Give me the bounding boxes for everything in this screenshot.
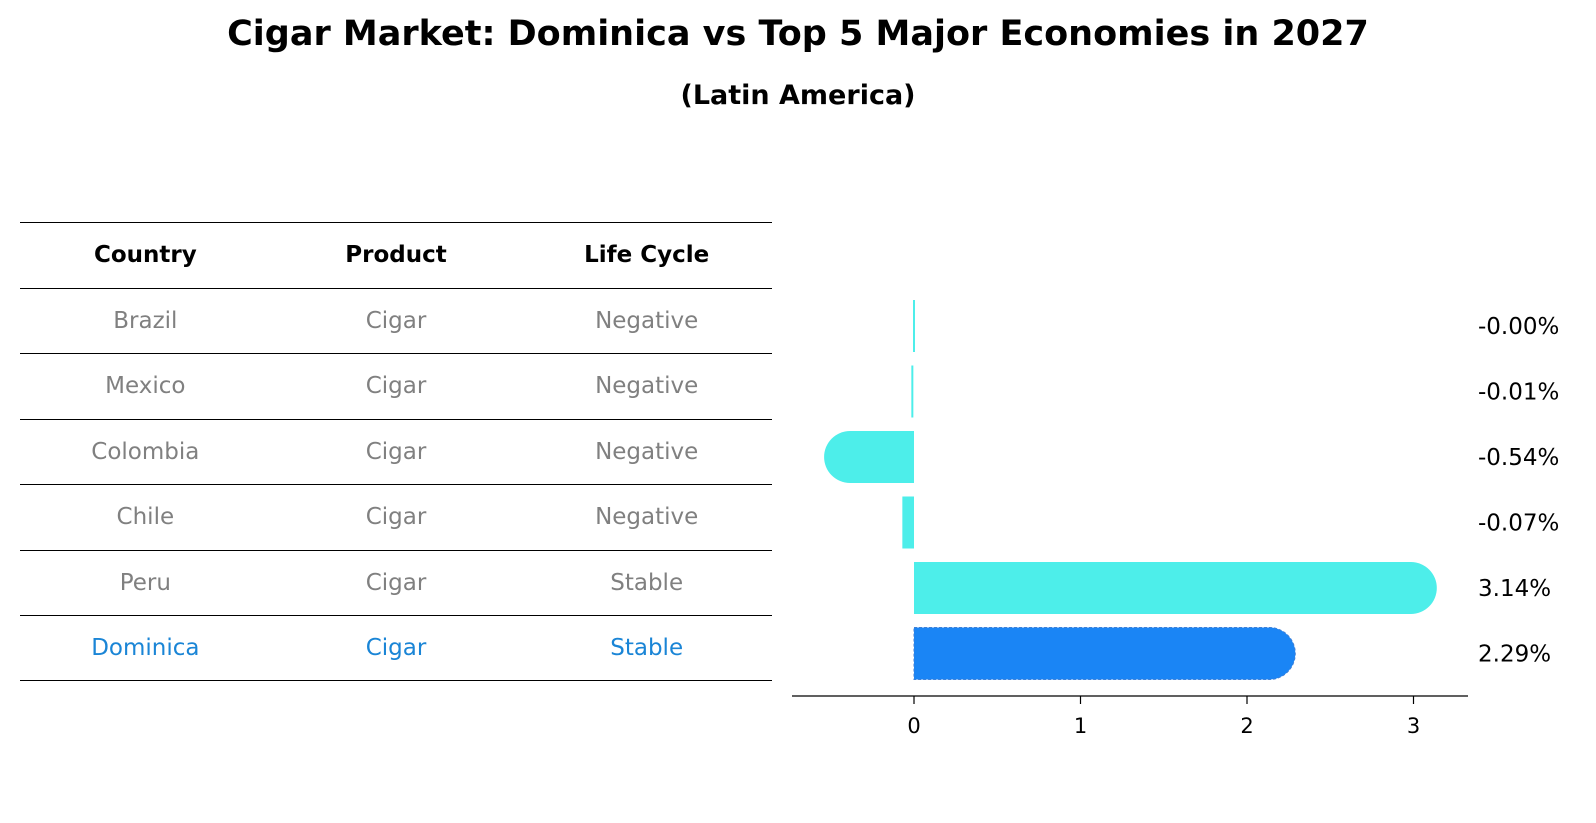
table-row: Mexico Cigar Negative	[20, 353, 772, 419]
cell-country: Peru	[119, 569, 171, 596]
cell-life-cycle: Stable	[610, 634, 684, 661]
cell-product: Cigar	[365, 438, 427, 465]
table-row: Peru Cigar Stable	[20, 549, 772, 616]
cell-country: Mexico	[105, 373, 186, 400]
cell-life-cycle: Negative	[595, 504, 699, 531]
bar-mexico	[911, 365, 914, 418]
table-row: Colombia Cigar Negative	[20, 418, 772, 485]
cell-life-cycle: Negative	[595, 373, 699, 400]
table-row: Brazil Cigar Negative	[20, 287, 772, 354]
table-header-row: Country Product Life Cycle	[20, 222, 772, 288]
table-row: Chile Cigar Negative	[20, 484, 772, 550]
cell-life-cycle: Stable	[610, 569, 684, 596]
x-tick-label: 2	[1240, 714, 1253, 738]
cell-life-cycle: Negative	[595, 307, 699, 334]
cell-product: Cigar	[365, 634, 427, 661]
value-label: -0.01%	[1478, 380, 1559, 406]
cell-country: Colombia	[91, 438, 200, 465]
x-tick-label: 1	[1074, 714, 1087, 738]
cell-country: Dominica	[91, 634, 200, 661]
bar-brazil	[913, 300, 915, 352]
bar-dominica	[913, 627, 1296, 680]
cell-product: Cigar	[365, 373, 427, 400]
cell-country: Chile	[116, 504, 175, 531]
cell-product: Cigar	[365, 307, 427, 334]
cell-life-cycle: Negative	[595, 438, 699, 465]
bar-chile	[902, 496, 914, 549]
value-label: -0.00%	[1478, 314, 1559, 340]
value-label: -0.54%	[1478, 445, 1559, 471]
chart-subtitle: (Latin America)	[680, 80, 916, 111]
bar-colombia	[824, 431, 914, 483]
value-label: 3.14%	[1478, 576, 1551, 602]
cell-product: Cigar	[365, 569, 427, 596]
chart-title: Cigar Market: Dominica vs Top 5 Major Ec…	[227, 14, 1369, 54]
x-tick-label: 3	[1407, 714, 1420, 738]
table-row-highlighted: Dominica Cigar Stable	[20, 615, 772, 681]
header-product: Product	[345, 242, 447, 269]
country-table: Country Product Life Cycle Brazil Cigar …	[20, 222, 772, 681]
cell-country: Brazil	[113, 307, 178, 334]
header-country: Country	[93, 242, 197, 269]
cell-product: Cigar	[365, 504, 427, 531]
value-label: 2.29%	[1478, 642, 1551, 668]
bar-peru	[914, 562, 1437, 614]
header-life-cycle: Life Cycle	[584, 242, 710, 269]
x-tick-label: 0	[907, 714, 920, 738]
value-label: -0.07%	[1478, 511, 1559, 537]
